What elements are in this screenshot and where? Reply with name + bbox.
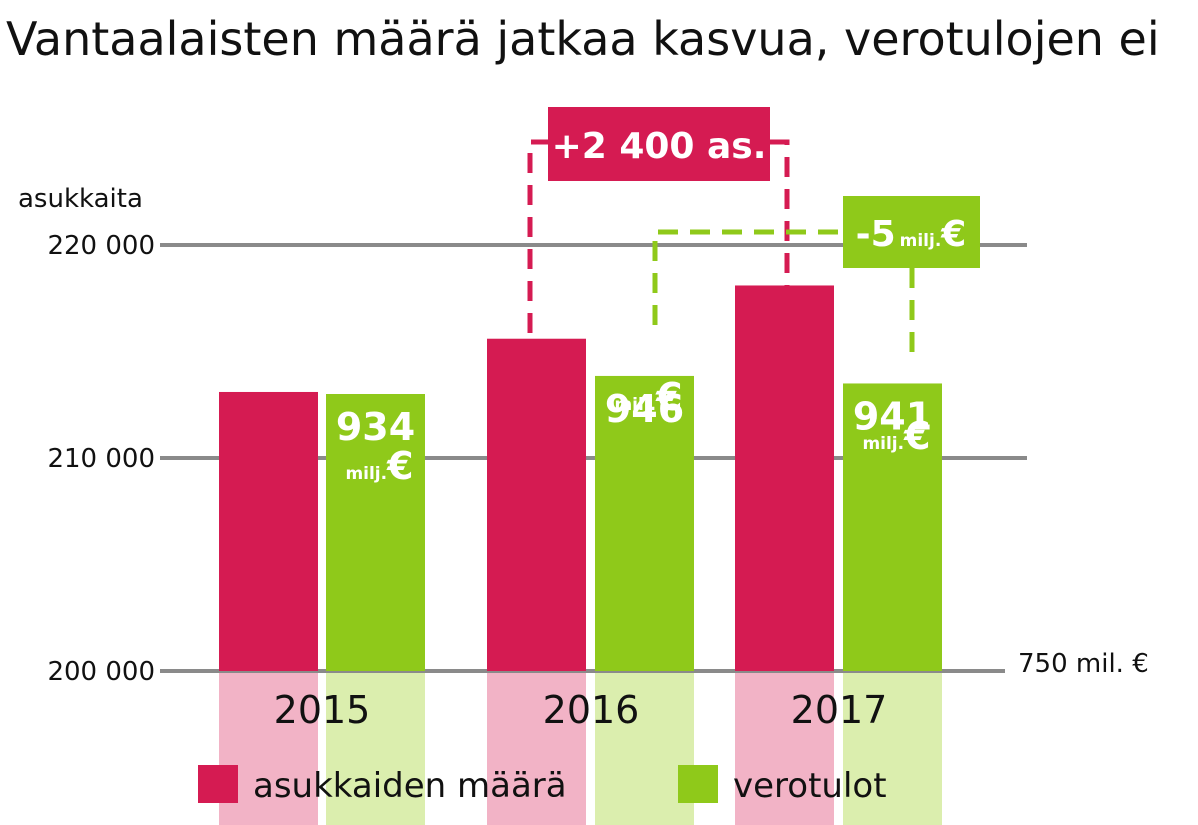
legend-label-verotulot: verotulot <box>733 766 887 806</box>
annotation-connector-pink-right <box>770 139 790 287</box>
x-tick-label: 2016 <box>543 688 640 732</box>
annotation-box-pink <box>548 107 770 181</box>
bar-value-label: 934 <box>336 405 415 449</box>
bar-unit-label: milj.€ <box>614 375 682 419</box>
bar-asukkaat-2016 <box>487 338 586 671</box>
bar-verotulot-2017 <box>843 383 942 671</box>
y-tick-label: 220 000 <box>47 231 155 261</box>
bar-value-label: 946 <box>605 387 684 431</box>
chart-title: Vantaalaisten määrä jatkaa kasvua, verot… <box>6 12 1160 66</box>
x-tick-label: 2017 <box>791 688 888 732</box>
bar-asukkaat-2017 <box>735 285 834 671</box>
legend-label-asukkaat: asukkaiden määrä <box>253 766 567 806</box>
bar-asukkaat-2015 <box>219 391 318 671</box>
bg-column-pink-2016 <box>487 671 586 825</box>
bar-verotulot-2015 <box>326 394 425 671</box>
bg-column-green-2015 <box>326 671 425 825</box>
legend-swatch-asukkaat <box>198 765 238 803</box>
x-tick-label: 2015 <box>274 688 371 732</box>
legend-swatch-verotulot <box>678 765 718 803</box>
y-tick-label: 200 000 <box>47 657 155 687</box>
annotation-connector-pink-left <box>527 139 548 333</box>
right-axis-label: 750 mil. € <box>1018 649 1149 679</box>
bg-column-pink-2017 <box>735 671 834 825</box>
annotation-tax-change: -5 milj.€ <box>856 214 967 255</box>
bar-unit-label: milj.€ <box>862 414 930 458</box>
annotation-box-green <box>843 196 980 268</box>
bg-column-green-2017 <box>843 671 942 825</box>
bg-column-green-2016 <box>595 671 694 825</box>
y-tick-label: 210 000 <box>47 444 155 474</box>
annotation-population-change: +2 400 as. <box>552 126 767 167</box>
bar-value-label: 941 <box>853 394 932 438</box>
bar-unit-label: milj.€ <box>345 444 413 488</box>
y-axis-label: asukkaita <box>18 184 143 214</box>
bar-verotulot-2016 <box>595 375 694 671</box>
